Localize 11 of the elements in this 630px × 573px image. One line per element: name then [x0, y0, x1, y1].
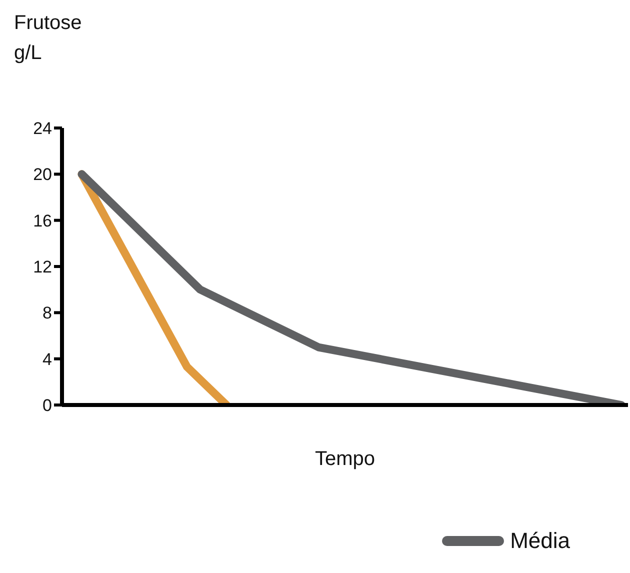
y-tick-label: 24	[33, 119, 52, 138]
y-tick-label: 8	[42, 304, 52, 323]
y-tick-label: 0	[42, 396, 52, 416]
y-tick-label: 12	[33, 258, 52, 277]
y-tick-label: 20	[33, 165, 52, 184]
y-tick-label: 16	[33, 211, 52, 230]
x-axis-title: Tempo	[314, 448, 376, 470]
y-tick-label: 4	[42, 350, 52, 369]
chart-title: Frutose	[14, 12, 82, 35]
y-axis-title: g/L	[14, 42, 42, 65]
legend-label: Média	[510, 528, 570, 554]
